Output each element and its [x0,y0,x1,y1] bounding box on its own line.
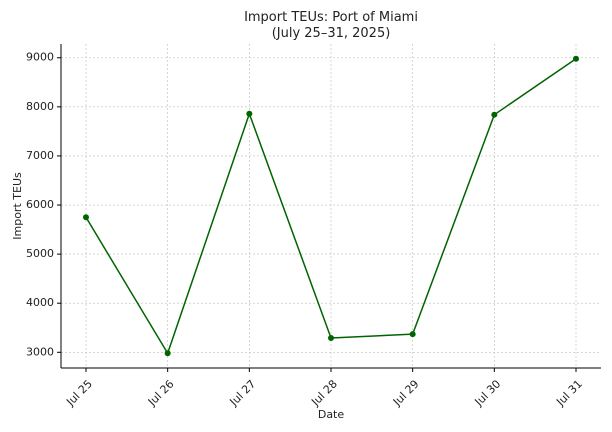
y-ticks: 3000 4000 5000 6000 7000 8000 9000 [26,51,61,358]
x-tick-label: Jul 28 [308,377,340,409]
x-ticks: Jul 25 Jul 26 Jul 27 Jul 28 Jul 29 Jul 30 Jul … [63,368,585,409]
y-tick-label: 8000 [26,100,54,113]
y-tick-label: 9000 [26,51,54,64]
series [83,55,579,357]
y-tick-label: 3000 [26,345,54,358]
y-tick-label: 7000 [26,149,54,162]
chart-title: Import TEUs: Port of Miami [244,10,418,25]
x-axis-label: Date [318,408,345,421]
data-point [491,111,498,118]
data-point [164,350,171,357]
data-point [246,110,253,117]
y-axis-label: Import TEUs [11,172,24,240]
x-tick-label: Jul 29 [390,377,422,409]
chart-subtitle: (July 25–31, 2025) [272,26,391,41]
y-tick-label: 5000 [26,247,54,260]
y-tick-label: 6000 [26,198,54,211]
data-point [409,331,416,338]
x-tick-label: Jul 30 [472,377,504,409]
data-point [573,55,579,62]
data-point [83,214,89,221]
data-point [328,335,334,342]
x-tick-label: Jul 31 [553,377,585,409]
x-tick-label: Jul 27 [227,377,259,409]
x-tick-label: Jul 26 [145,377,177,409]
y-tick-label: 4000 [26,296,54,309]
grid [61,44,601,368]
x-tick-label: Jul 25 [63,377,95,409]
